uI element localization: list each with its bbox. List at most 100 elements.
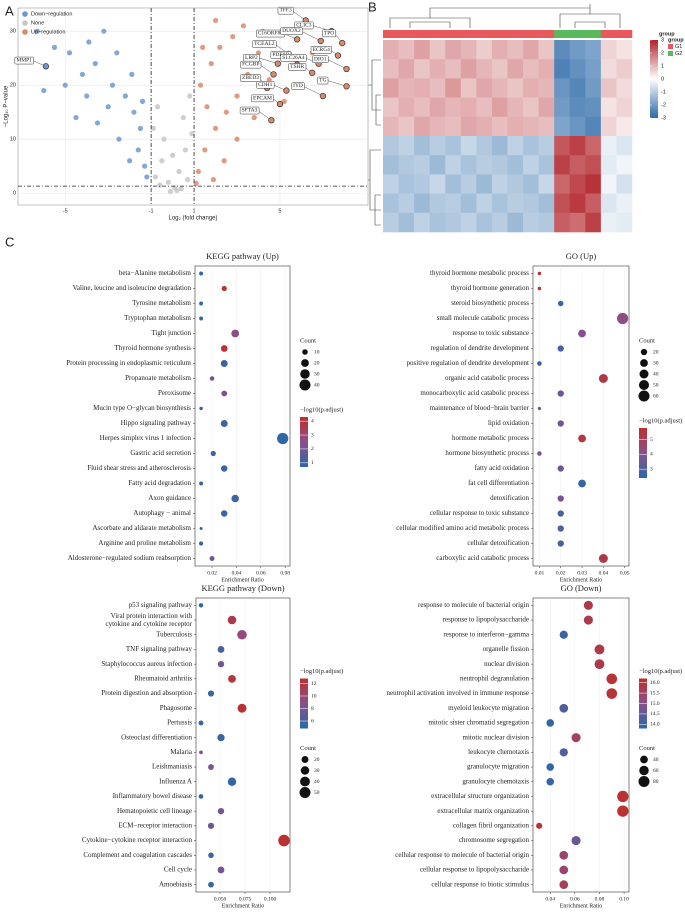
gene-label-box bbox=[288, 63, 307, 71]
legend-label: None bbox=[31, 20, 44, 26]
heatmap-cell bbox=[383, 136, 399, 156]
y-tick-label: ECM−receptor interaction bbox=[118, 821, 192, 829]
heatmap-cell bbox=[616, 40, 633, 60]
heatmap-cell bbox=[600, 116, 617, 137]
color-tick-label: 5 bbox=[650, 437, 653, 443]
x-tick-label: -5 bbox=[63, 208, 68, 214]
size-legend-label: 80 bbox=[653, 779, 659, 785]
y-tick-label: leukocyte chemotaxis bbox=[468, 748, 529, 756]
dot bbox=[199, 316, 204, 321]
size-legend-label: 40 bbox=[314, 779, 320, 785]
highlighted-point bbox=[339, 39, 346, 47]
heatmap-cell bbox=[523, 136, 539, 156]
heatmap-cell bbox=[476, 116, 493, 137]
dot bbox=[606, 673, 618, 685]
point bbox=[202, 147, 208, 153]
point bbox=[234, 93, 240, 99]
gene-label: SFTA3 bbox=[242, 108, 258, 114]
dot bbox=[199, 750, 203, 755]
point bbox=[223, 109, 229, 115]
gene-label: C16ORF89 bbox=[258, 31, 284, 37]
point bbox=[204, 104, 210, 110]
heatmap-cell bbox=[507, 155, 524, 175]
point bbox=[212, 125, 219, 131]
plot-background bbox=[532, 597, 630, 893]
y-tick-label: 10 bbox=[10, 137, 16, 143]
legend-swatch bbox=[22, 29, 28, 35]
group-bar bbox=[523, 30, 539, 38]
dot bbox=[199, 406, 203, 411]
dot bbox=[199, 481, 204, 486]
point bbox=[182, 147, 189, 153]
x-tick-label: 0.04 bbox=[545, 896, 555, 902]
size-legend-label: 30 bbox=[314, 768, 320, 774]
y-tick-label: Fatty acid degradation bbox=[128, 479, 191, 487]
heatmap-cell bbox=[538, 193, 555, 214]
dot bbox=[227, 777, 237, 786]
dot bbox=[557, 495, 564, 502]
gene-label-box bbox=[312, 55, 329, 64]
heatmap-cell bbox=[491, 193, 508, 214]
dot bbox=[559, 748, 568, 757]
y-tick-label: Protein digestion and absorption bbox=[101, 689, 192, 697]
heatmap-cell bbox=[600, 212, 617, 233]
color-tick-label: 2 bbox=[661, 50, 664, 56]
y-tick-label: extracellular matrix organization bbox=[437, 807, 529, 815]
point bbox=[281, 98, 287, 104]
y-tick-label: Aldosterone−regulated sodium reabsorptio… bbox=[68, 554, 192, 562]
heatmap-cell bbox=[554, 174, 571, 194]
heatmap-cell bbox=[398, 97, 415, 118]
point bbox=[144, 174, 150, 180]
point bbox=[127, 158, 133, 164]
y-tick-label: Propanoate metabolism bbox=[125, 374, 191, 382]
y-tick-label: regulation of dendrite development bbox=[430, 344, 529, 352]
dot bbox=[583, 615, 593, 625]
y-tick-label: myeloid leukocyte migration bbox=[448, 704, 529, 712]
legend-title: −log10(p.adjust) bbox=[300, 406, 343, 413]
point bbox=[189, 131, 195, 137]
heatmap-cell bbox=[523, 97, 539, 118]
heatmap-cell bbox=[445, 155, 462, 175]
gene-label: LRP2 bbox=[245, 55, 258, 61]
group-bar bbox=[538, 30, 555, 38]
x-tick-label: 0.10 bbox=[619, 896, 629, 902]
heatmap-cell bbox=[538, 97, 555, 118]
heatmap-cell bbox=[554, 136, 571, 156]
dot bbox=[278, 834, 290, 847]
dot bbox=[537, 451, 542, 456]
dot bbox=[594, 659, 605, 670]
color-tick-label: 16.0 bbox=[650, 680, 660, 686]
point bbox=[105, 104, 111, 110]
point bbox=[129, 71, 135, 77]
y-tick-label: cellular response to lipopolysaccharide bbox=[420, 866, 529, 874]
heatmap-cell bbox=[569, 97, 586, 118]
point bbox=[197, 82, 204, 88]
heatmap-cell bbox=[569, 212, 586, 233]
dot bbox=[217, 660, 225, 668]
heatmap-cell bbox=[523, 155, 539, 175]
dot bbox=[617, 312, 629, 325]
heatmap-cell bbox=[585, 193, 602, 214]
heatmap-cell bbox=[429, 116, 446, 137]
color-tick-label: 3 bbox=[661, 37, 664, 43]
heatmap-cell bbox=[600, 59, 617, 79]
heatmap-cell bbox=[538, 155, 555, 175]
heatmap-cell bbox=[398, 174, 415, 194]
y-tick-label: neutrophil degranulation bbox=[460, 674, 530, 682]
dot bbox=[537, 286, 542, 291]
heatmap-cell bbox=[383, 78, 399, 98]
dot bbox=[231, 329, 240, 338]
size-legend-label: 60 bbox=[653, 393, 659, 399]
heatmap-cell bbox=[491, 212, 508, 233]
highlighted-point bbox=[319, 92, 327, 100]
heatmap-cell bbox=[616, 116, 633, 137]
heatmap-cell bbox=[429, 155, 446, 175]
point bbox=[135, 147, 141, 153]
heatmap-cell bbox=[383, 59, 399, 79]
heatmap-cell bbox=[429, 136, 446, 156]
point bbox=[251, 114, 257, 121]
dot bbox=[220, 345, 228, 352]
y-tick-label: Axon guidance bbox=[148, 494, 191, 502]
heatmap-cell bbox=[383, 174, 399, 194]
dot bbox=[537, 361, 542, 366]
